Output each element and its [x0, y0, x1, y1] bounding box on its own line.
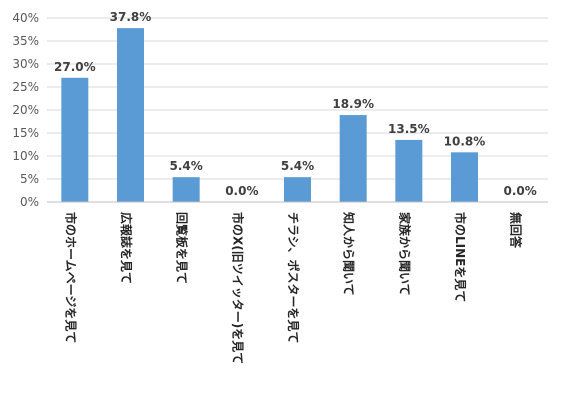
- category-label: 無回答: [509, 212, 524, 249]
- category-label: 広報誌を見て: [119, 212, 134, 284]
- category-label: チラシ、ポスターを見て: [286, 212, 301, 344]
- bar: [395, 139, 423, 202]
- y-tick-label: 15%: [12, 126, 39, 140]
- data-label: 0.0%: [504, 184, 537, 198]
- category-label: 回覧板を見て: [175, 212, 190, 284]
- category-label: 市のホームページを見て: [63, 212, 78, 343]
- y-tick-label: 25%: [12, 80, 39, 94]
- data-label: 0.0%: [225, 184, 258, 198]
- category-label: 家族から聞いて: [397, 212, 412, 296]
- bar: [117, 28, 144, 203]
- y-tick-label: 35%: [12, 34, 39, 48]
- y-tick-label: 10%: [12, 149, 39, 163]
- y-tick-label: 0%: [20, 195, 39, 209]
- data-label: 5.4%: [281, 159, 314, 173]
- y-axis-ticks: 0% 5% 10% 15% 20% 25% 30% 35% 40%: [12, 11, 39, 209]
- data-label: 10.8%: [444, 134, 486, 148]
- y-tick-label: 40%: [12, 11, 39, 25]
- data-label: 37.8%: [110, 10, 152, 24]
- bar: [339, 115, 367, 202]
- y-tick-label: 30%: [12, 57, 39, 71]
- bars: [61, 28, 478, 203]
- data-label: 5.4%: [170, 159, 203, 173]
- bar: [284, 177, 311, 202]
- category-label: 知人から聞いて: [342, 211, 357, 296]
- category-labels: 市のホームページを見て 広報誌を見て 回覧板を見て 市のX(旧ツイッター)を見て チラシ…: [63, 211, 523, 364]
- category-label: 市のX(旧ツイッター)を見て: [230, 212, 245, 364]
- data-label: 27.0%: [54, 60, 96, 74]
- y-tick-label: 20%: [12, 103, 39, 117]
- data-label: 18.9%: [332, 97, 374, 111]
- bar: [451, 152, 478, 202]
- category-label: 市のLINEを見て: [453, 212, 468, 302]
- data-label: 13.5%: [388, 122, 430, 136]
- y-tick-label: 5%: [20, 172, 39, 186]
- data-labels: 27.0% 37.8% 5.4% 0.0% 5.4% 18.9% 13.5% 10.8% 0.0…: [54, 10, 537, 198]
- bar: [172, 177, 200, 202]
- bar: [61, 77, 89, 202]
